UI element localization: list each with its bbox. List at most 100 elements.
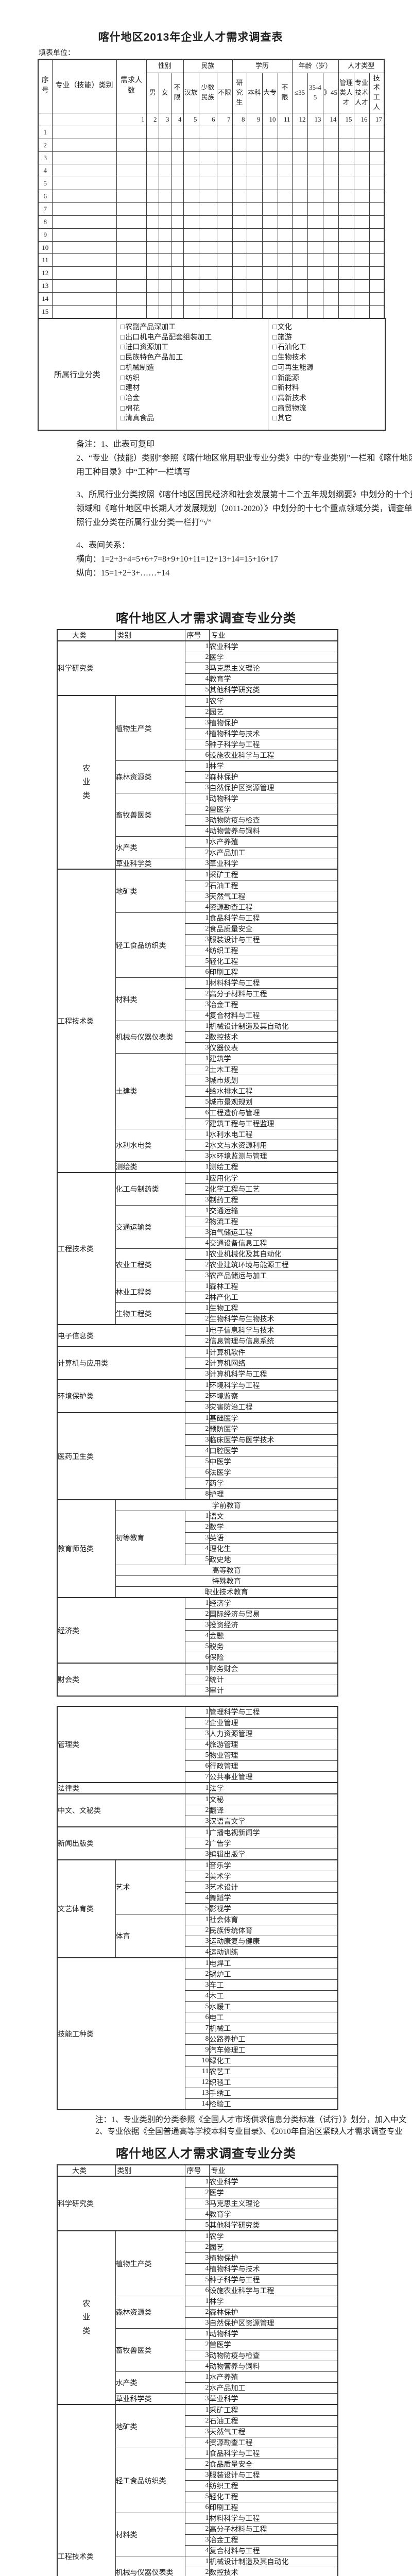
empty-cell[interactable] [146, 202, 159, 216]
empty-cell[interactable] [198, 253, 217, 267]
empty-cell[interactable] [369, 177, 385, 191]
empty-cell[interactable] [170, 228, 184, 242]
empty-cell[interactable] [116, 151, 147, 165]
empty-cell[interactable] [277, 202, 293, 216]
empty-cell[interactable] [216, 241, 233, 255]
empty-cell[interactable] [116, 164, 147, 178]
empty-cell[interactable] [146, 151, 159, 165]
empty-cell[interactable] [353, 125, 370, 139]
empty-cell[interactable] [291, 215, 308, 229]
industry-checkbox-option[interactable]: □生物技术 [272, 353, 385, 363]
empty-cell[interactable] [170, 241, 184, 255]
empty-cell[interactable] [246, 190, 263, 204]
empty-cell[interactable] [170, 177, 184, 191]
empty-cell[interactable] [158, 215, 171, 229]
empty-cell[interactable] [338, 279, 354, 293]
empty-cell[interactable] [158, 266, 171, 280]
empty-cell[interactable] [307, 228, 323, 242]
empty-cell[interactable] [116, 138, 147, 152]
industry-checkbox-option[interactable]: □新能源 [272, 374, 385, 384]
empty-cell[interactable] [116, 215, 147, 229]
empty-cell[interactable] [353, 266, 370, 280]
empty-cell[interactable] [52, 190, 117, 204]
empty-cell[interactable] [232, 151, 247, 165]
industry-checkbox-option[interactable]: □机械制造 [121, 363, 268, 374]
empty-cell[interactable] [369, 292, 385, 306]
empty-cell[interactable] [216, 292, 233, 306]
industry-checkbox-option[interactable]: □进口资源加工 [121, 343, 268, 353]
empty-cell[interactable] [158, 241, 171, 255]
empty-cell[interactable] [198, 164, 217, 178]
empty-cell[interactable] [338, 177, 354, 191]
empty-cell[interactable] [52, 266, 117, 280]
empty-cell[interactable] [146, 164, 159, 178]
empty-cell[interactable] [198, 266, 217, 280]
empty-cell[interactable] [369, 304, 385, 319]
empty-cell[interactable] [338, 125, 354, 139]
empty-cell[interactable] [52, 279, 117, 293]
empty-cell[interactable] [52, 215, 117, 229]
empty-cell[interactable] [183, 279, 199, 293]
industry-checkbox-option[interactable]: □文化 [272, 323, 385, 333]
industry-checkbox-option[interactable]: □民族特色产品加工 [121, 353, 268, 363]
empty-cell[interactable] [170, 279, 184, 293]
empty-cell[interactable] [146, 292, 159, 306]
empty-cell[interactable] [116, 279, 147, 293]
empty-cell[interactable] [183, 292, 199, 306]
empty-cell[interactable] [246, 228, 263, 242]
empty-cell[interactable] [183, 138, 199, 152]
empty-cell[interactable] [322, 304, 339, 319]
empty-cell[interactable] [322, 190, 339, 204]
empty-cell[interactable] [232, 138, 247, 152]
empty-cell[interactable] [338, 190, 354, 204]
empty-cell[interactable] [353, 177, 370, 191]
empty-cell[interactable] [232, 279, 247, 293]
empty-cell[interactable] [170, 164, 184, 178]
empty-cell[interactable] [146, 125, 159, 139]
empty-cell[interactable] [170, 215, 184, 229]
empty-cell[interactable] [322, 253, 339, 267]
empty-cell[interactable] [353, 304, 370, 319]
empty-cell[interactable] [158, 125, 171, 139]
empty-cell[interactable] [277, 215, 293, 229]
empty-cell[interactable] [116, 228, 147, 242]
empty-cell[interactable] [307, 215, 323, 229]
empty-cell[interactable] [158, 228, 171, 242]
empty-cell[interactable] [246, 177, 263, 191]
empty-cell[interactable] [183, 125, 199, 139]
empty-cell[interactable] [277, 190, 293, 204]
empty-cell[interactable] [277, 138, 293, 152]
empty-cell[interactable] [277, 125, 293, 139]
empty-cell[interactable] [262, 279, 278, 293]
empty-cell[interactable] [183, 241, 199, 255]
empty-cell[interactable] [353, 164, 370, 178]
empty-cell[interactable] [322, 228, 339, 242]
empty-cell[interactable] [338, 164, 354, 178]
empty-cell[interactable] [216, 253, 233, 267]
empty-cell[interactable] [158, 202, 171, 216]
empty-cell[interactable] [353, 228, 370, 242]
empty-cell[interactable] [158, 304, 171, 319]
empty-cell[interactable] [369, 241, 385, 255]
empty-cell[interactable] [170, 138, 184, 152]
empty-cell[interactable] [52, 304, 117, 319]
empty-cell[interactable] [246, 164, 263, 178]
empty-cell[interactable] [198, 202, 217, 216]
empty-cell[interactable] [353, 202, 370, 216]
empty-cell[interactable] [198, 292, 217, 306]
empty-cell[interactable] [262, 138, 278, 152]
empty-cell[interactable] [277, 151, 293, 165]
empty-cell[interactable] [353, 241, 370, 255]
empty-cell[interactable] [232, 292, 247, 306]
empty-cell[interactable] [338, 215, 354, 229]
empty-cell[interactable] [170, 125, 184, 139]
empty-cell[interactable] [307, 266, 323, 280]
empty-cell[interactable] [232, 241, 247, 255]
empty-cell[interactable] [322, 292, 339, 306]
empty-cell[interactable] [232, 164, 247, 178]
empty-cell[interactable] [216, 279, 233, 293]
empty-cell[interactable] [52, 151, 117, 165]
empty-cell[interactable] [198, 138, 217, 152]
empty-cell[interactable] [52, 292, 117, 306]
empty-cell[interactable] [158, 177, 171, 191]
